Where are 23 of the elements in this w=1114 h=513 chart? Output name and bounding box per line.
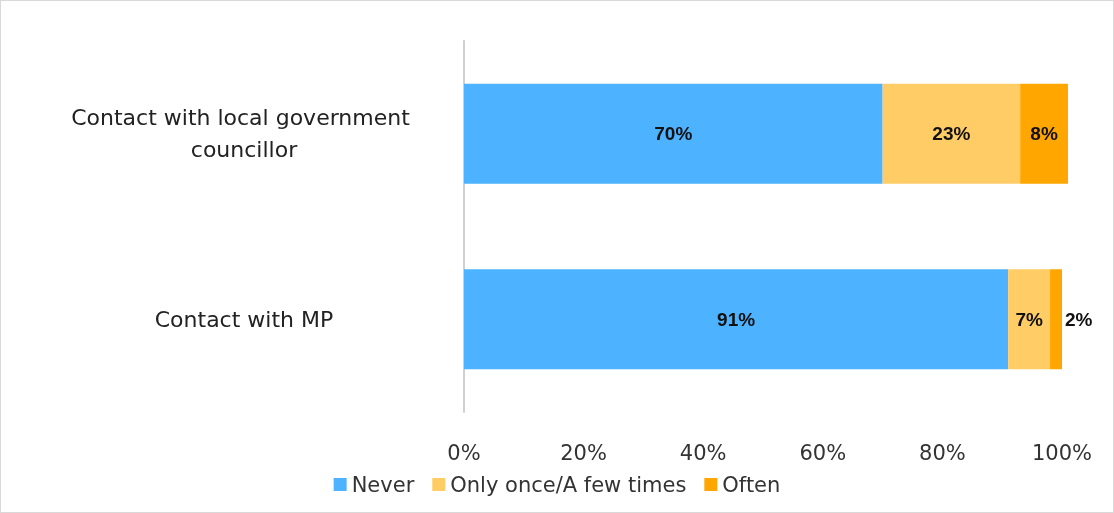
- legend-label: Never: [351, 472, 415, 497]
- bar: [1050, 269, 1063, 370]
- y-tick-label: Contact with MP: [154, 306, 334, 332]
- x-tick-label: 20%: [560, 440, 607, 465]
- bar: [1020, 83, 1068, 184]
- data-label: 91%: [717, 308, 756, 330]
- x-tick-label: 60%: [799, 440, 847, 465]
- bar: [464, 269, 1009, 370]
- data-label: 2%: [1065, 308, 1093, 330]
- legend-label: Often: [722, 472, 781, 497]
- x-tick-label: 80%: [919, 440, 966, 465]
- bar: [1008, 269, 1051, 370]
- data-label: 8%: [1030, 123, 1058, 145]
- bar: [464, 83, 883, 184]
- x-tick-label: 40%: [679, 440, 727, 465]
- x-tick-label: 0%: [447, 440, 481, 465]
- data-label: 7%: [1015, 308, 1043, 330]
- x-tick-label: 100%: [1032, 440, 1093, 465]
- legend-label: Only once/A few times: [450, 472, 687, 497]
- data-label: 70%: [654, 123, 693, 145]
- y-tick-label: Contact with local government councillor: [71, 105, 417, 163]
- bar: [882, 83, 1021, 184]
- data-label: 23%: [932, 123, 971, 145]
